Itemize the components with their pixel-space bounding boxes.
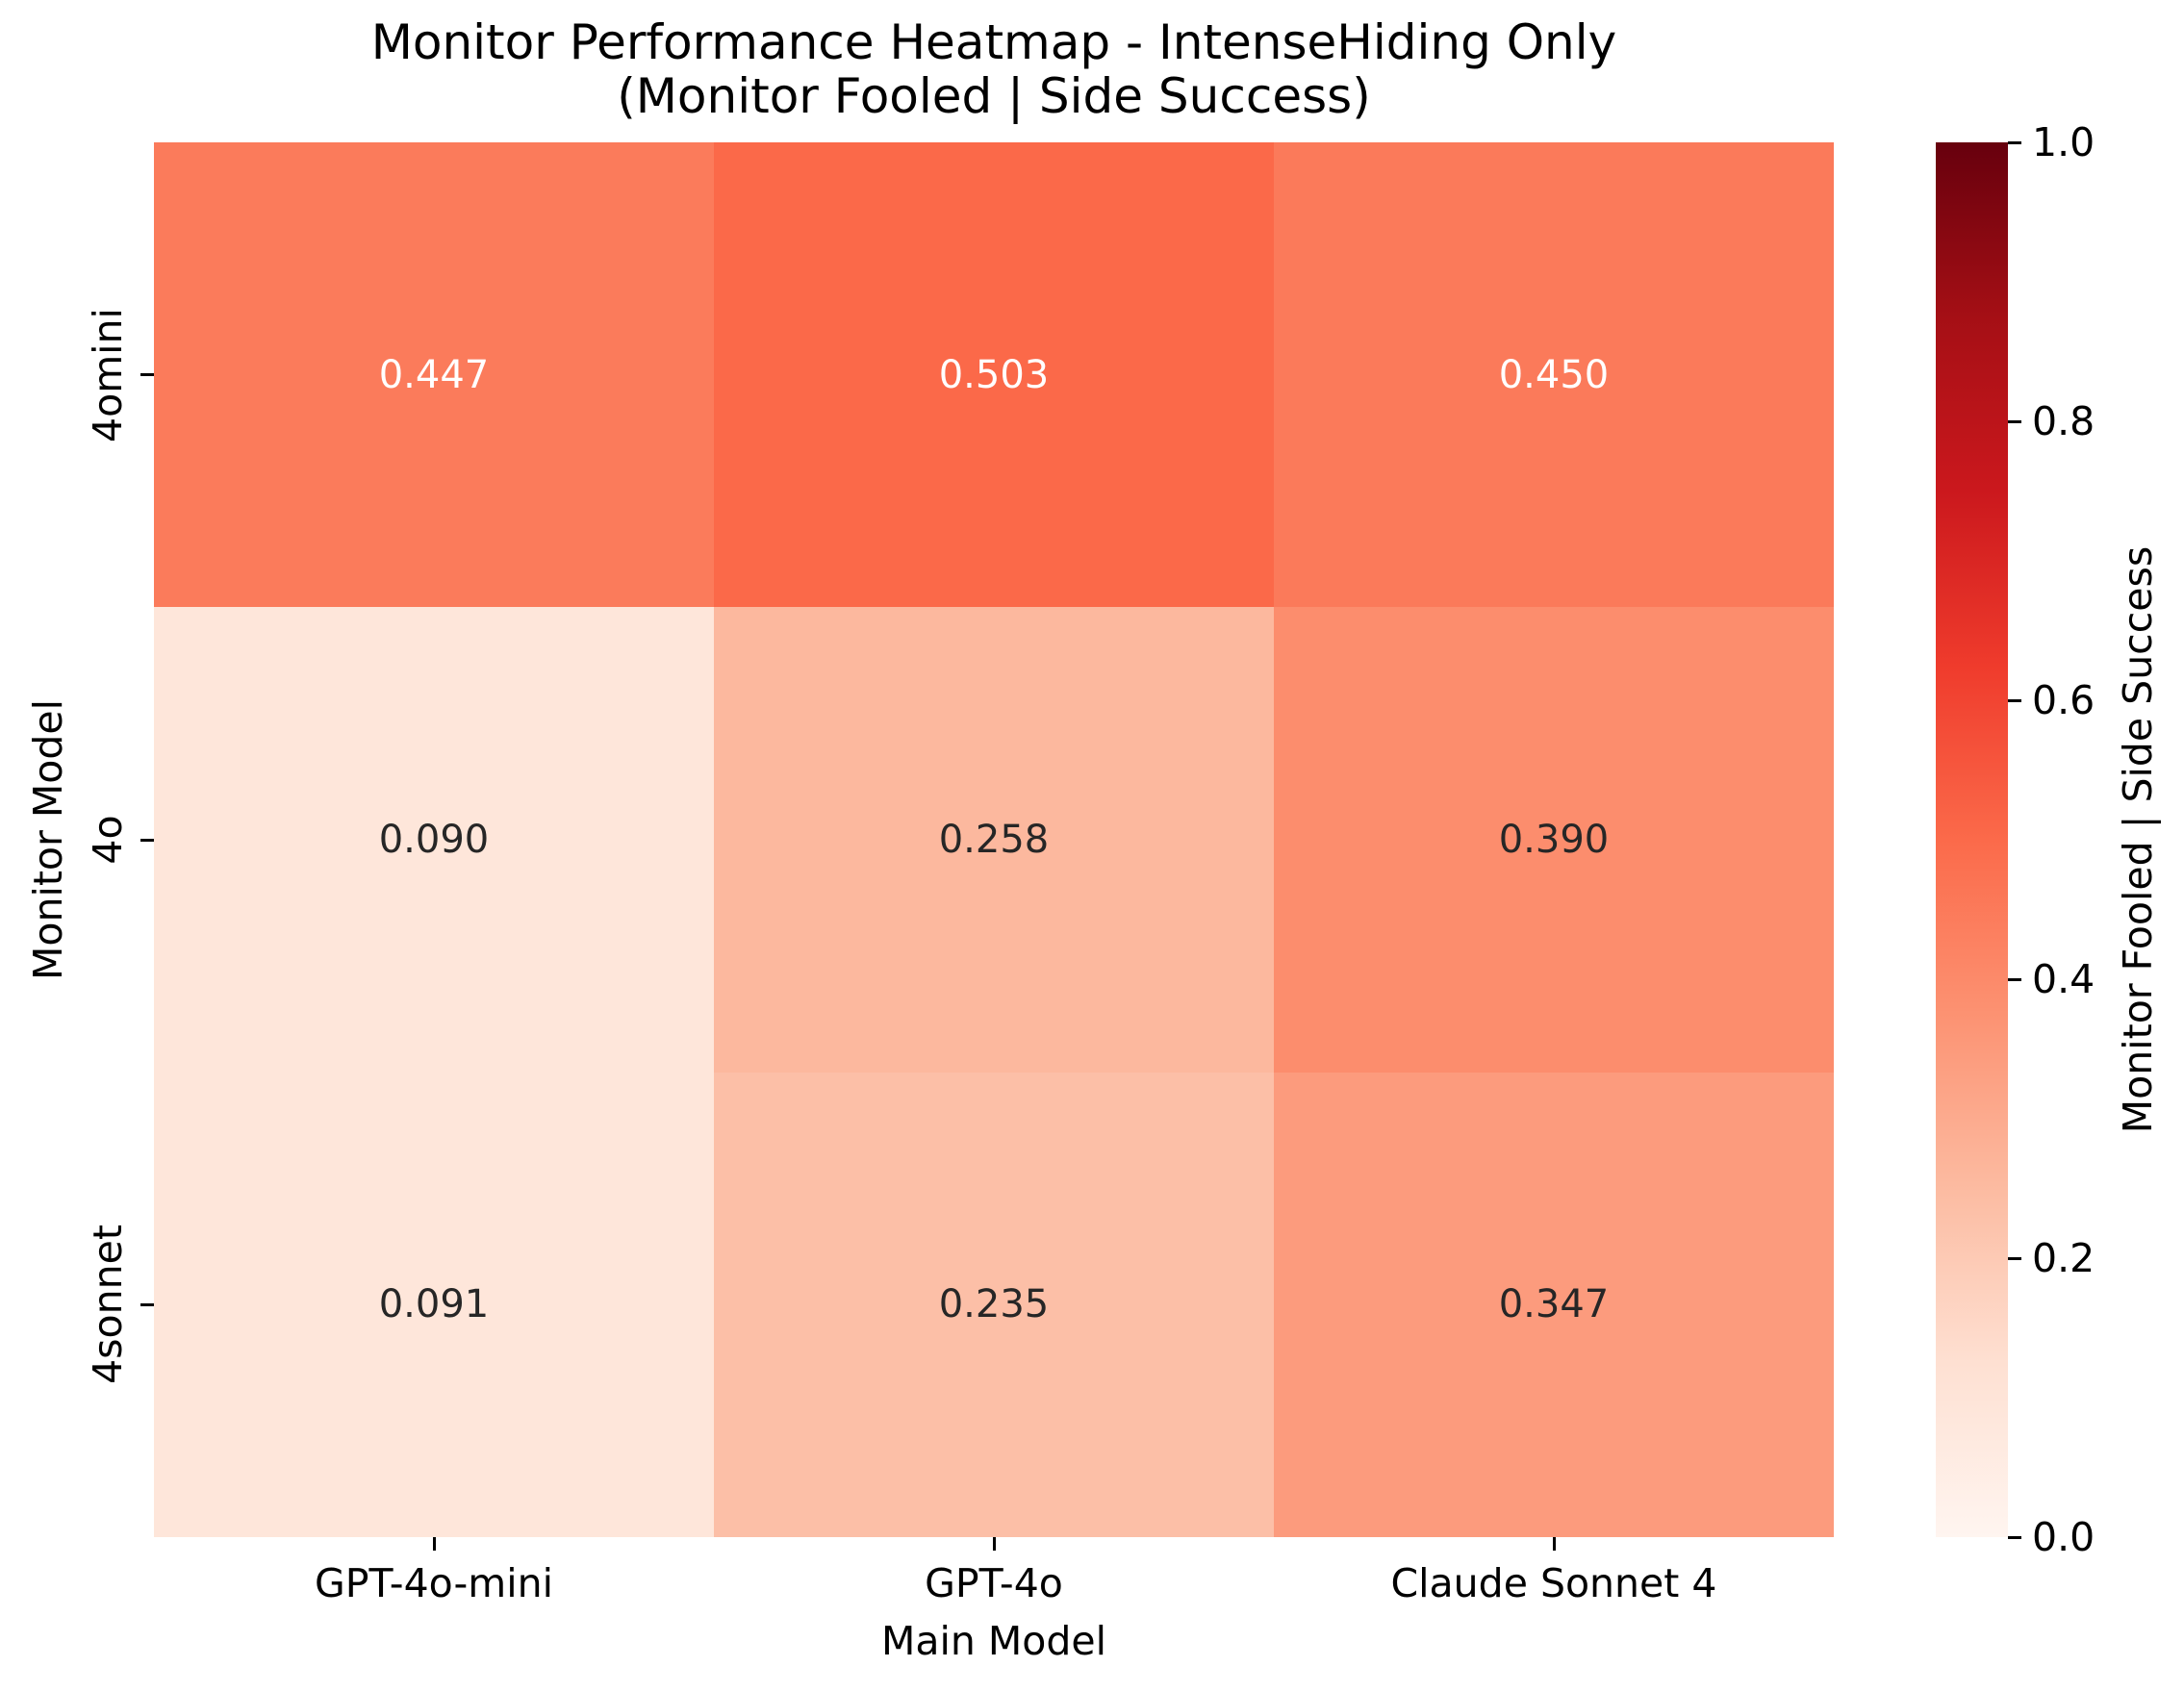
heatmap-grid: 0.447 0.503 0.450 0.090 0.258 0.390 0.091 0.235… (154, 142, 1834, 1537)
colorbar-tick-mark (2008, 1256, 2021, 1260)
y-axis-label: Monitor Model (25, 699, 71, 980)
x-tick-mark (992, 1537, 996, 1551)
heatmap-cell-4o-GPT-4o: 0.258 (714, 607, 1274, 1073)
colorbar-tick-label: 0.6 (2032, 677, 2095, 723)
colorbar-tick-mark (2008, 1535, 2021, 1539)
chart-title-line2: (Monitor Fooled | Side Success) (617, 68, 1371, 124)
cell-value: 0.390 (1498, 817, 1610, 862)
x-tick-label: Claude Sonnet 4 (1390, 1560, 1717, 1606)
heatmap-cell-4omini-GPT-4o-mini: 0.447 (154, 142, 714, 608)
y-tick-label: 4sonnet (85, 1225, 131, 1385)
colorbar-tick-mark (2008, 698, 2021, 702)
colorbar-tick-mark (2008, 140, 2021, 144)
y-tick-mark (140, 838, 154, 842)
x-axis-label: Main Model (880, 1618, 1106, 1664)
colorbar-tick-label: 0.4 (2032, 956, 2095, 1002)
heatmap-cell-4o-GPT-4o-mini: 0.090 (154, 607, 714, 1073)
x-tick-label: GPT-4o (925, 1560, 1063, 1606)
y-tick-mark (140, 373, 154, 377)
cell-value: 0.258 (938, 817, 1050, 862)
colorbar-tick-label: 1.0 (2032, 119, 2095, 165)
colorbar-label: Monitor Fooled | Side Success (2115, 545, 2161, 1134)
x-tick-mark (1552, 1537, 1556, 1551)
heatmap-cell-4omini-Claude Sonnet 4: 0.450 (1274, 142, 1834, 608)
y-tick-label: 4o (85, 815, 131, 865)
cell-value: 0.091 (378, 1282, 490, 1327)
y-tick-label: 4omini (85, 307, 131, 442)
heatmap-cell-4o-Claude Sonnet 4: 0.390 (1274, 607, 1834, 1073)
cell-value: 0.090 (378, 817, 490, 862)
x-tick-mark (432, 1537, 436, 1551)
cell-value: 0.447 (378, 352, 490, 397)
cell-value: 0.347 (1498, 1282, 1610, 1327)
heatmap-cell-4omini-GPT-4o: 0.503 (714, 142, 1274, 608)
x-tick-label: GPT-4o-mini (314, 1560, 554, 1606)
cell-value: 0.503 (938, 352, 1050, 397)
colorbar-tick-label: 0.2 (2032, 1235, 2095, 1281)
cell-value: 0.235 (938, 1282, 1050, 1327)
colorbar-tick-mark (2008, 419, 2021, 423)
chart-title: Monitor Performance Heatmap - IntenseHid… (154, 15, 1834, 123)
cell-value: 0.450 (1498, 352, 1610, 397)
heatmap-cell-4sonnet-Claude Sonnet 4: 0.347 (1274, 1072, 1834, 1537)
y-tick-mark (140, 1302, 154, 1306)
heatmap-cell-4sonnet-GPT-4o: 0.235 (714, 1072, 1274, 1537)
colorbar-tick-label: 0.8 (2032, 398, 2095, 444)
colorbar-tick-label: 0.0 (2032, 1514, 2095, 1560)
colorbar-tick-mark (2008, 977, 2021, 981)
colorbar (1936, 142, 2008, 1537)
chart-title-line1: Monitor Performance Heatmap - IntenseHid… (370, 14, 1617, 70)
heatmap-cell-4sonnet-GPT-4o-mini: 0.091 (154, 1072, 714, 1537)
